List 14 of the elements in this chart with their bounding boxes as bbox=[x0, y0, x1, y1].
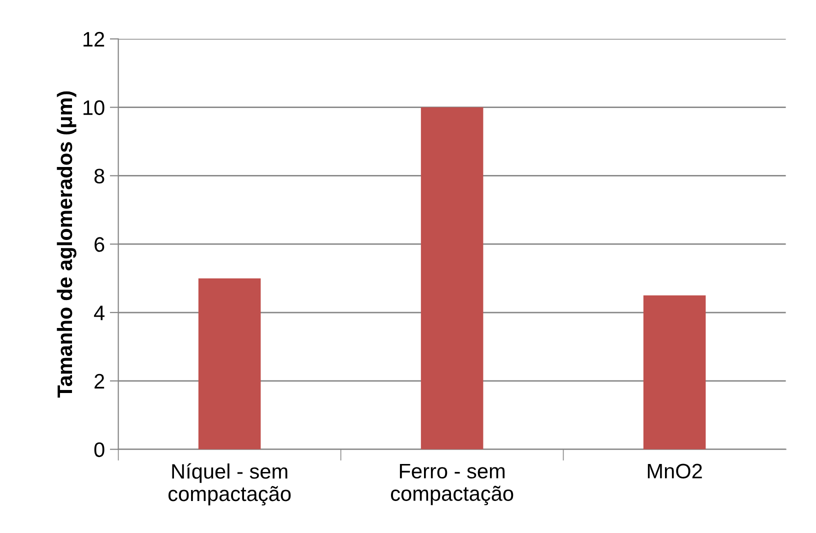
y-tick-label: 2 bbox=[94, 374, 104, 388]
y-tick-label: 6 bbox=[94, 237, 104, 252]
bar bbox=[643, 295, 706, 450]
x-tick-label: Ferro - sem compactação bbox=[391, 464, 514, 506]
y-axis-title: Tamanho de aglomerados (μm) bbox=[56, 91, 76, 398]
y-tick-label: 8 bbox=[94, 168, 104, 184]
x-tick-label: Níquel - sem compactação bbox=[168, 463, 291, 506]
y-tick-label: 10 bbox=[84, 100, 104, 116]
y-tick-label: 12 bbox=[84, 32, 104, 46]
y-tick-label: 4 bbox=[94, 306, 105, 320]
y-tick-label: 0 bbox=[94, 442, 104, 458]
x-tick-label: MnO2 bbox=[648, 464, 702, 479]
bar bbox=[420, 107, 484, 450]
bar bbox=[198, 278, 261, 450]
